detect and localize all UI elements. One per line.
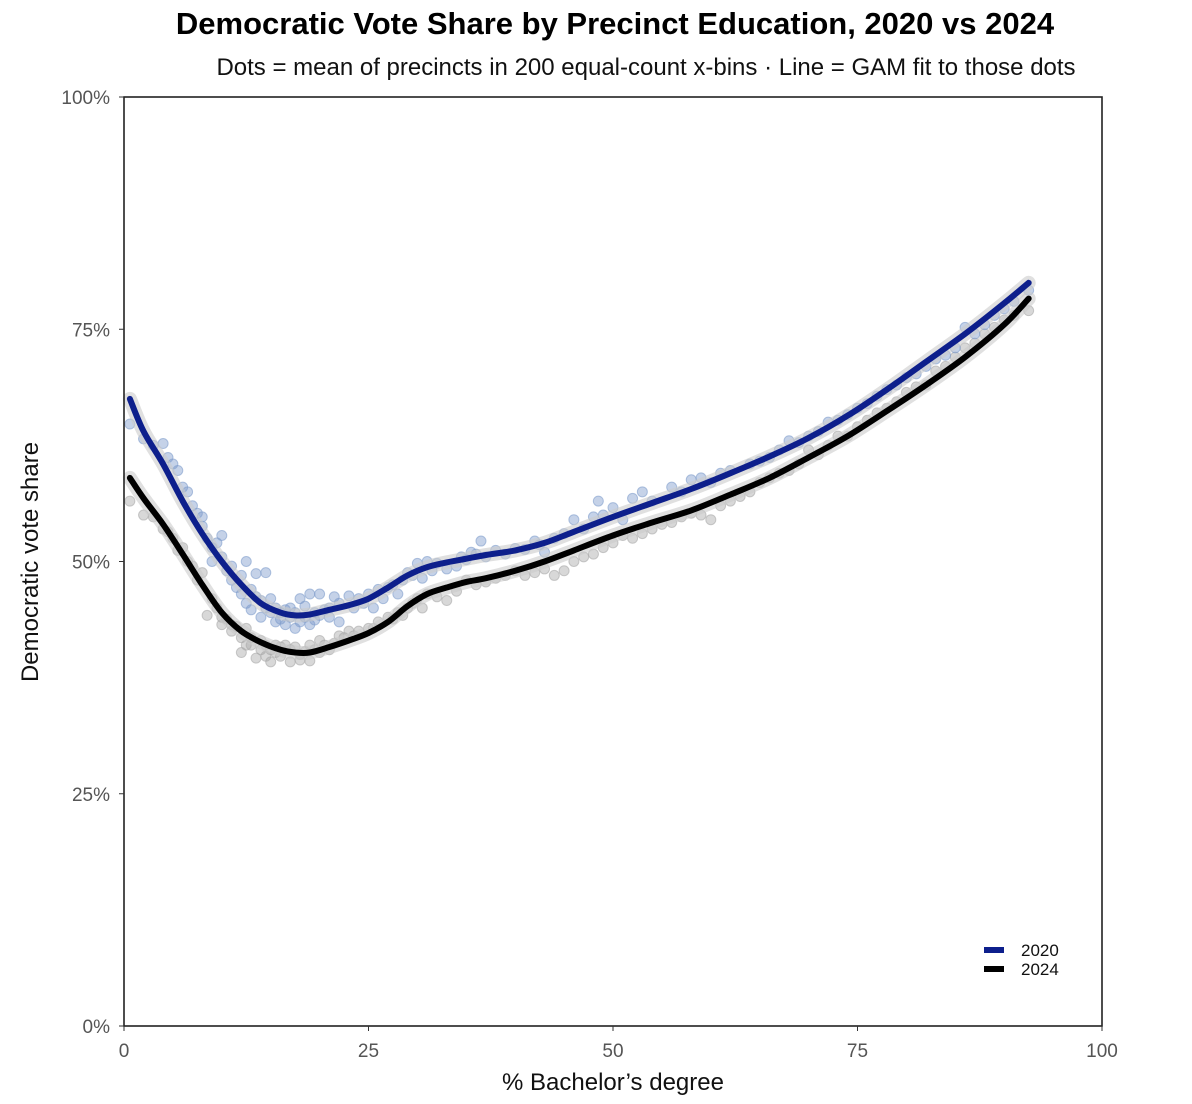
x-axis-title: % Bachelor’s degree xyxy=(502,1069,724,1096)
x-tick-label: 75 xyxy=(847,1041,868,1062)
data-point-2020 xyxy=(240,556,252,567)
legend-label-2024: 2024 xyxy=(1021,960,1059,979)
chart-title: Democratic Vote Share by Precinct Educat… xyxy=(175,6,1055,41)
y-tick-label: 50% xyxy=(72,553,110,574)
fit-line-2020 xyxy=(126,279,1032,619)
data-point-2020 xyxy=(255,611,267,623)
data-point-2020 xyxy=(636,486,648,498)
data-point-2020 xyxy=(304,588,316,600)
data-point-2024 xyxy=(558,565,570,577)
data-point-2024 xyxy=(441,595,453,607)
fit-line-2024 xyxy=(126,295,1032,657)
data-point-2024 xyxy=(265,656,277,668)
data-point-2024 xyxy=(548,569,560,581)
data-point-2020 xyxy=(250,568,262,580)
data-point-2020 xyxy=(592,495,604,507)
y-axis-title: Democratic vote share xyxy=(17,442,44,682)
fit-layer xyxy=(122,275,1036,661)
fit-band-2020 xyxy=(122,275,1036,623)
data-point-2020 xyxy=(245,604,257,616)
y-axis-ticks: 0% 25% 50% 75% 100% xyxy=(61,88,124,1038)
chart-subtitle: Dots = mean of precincts in 200 equal-co… xyxy=(216,54,1076,81)
y-tick-label: 0% xyxy=(83,1017,111,1038)
x-axis-ticks: 0 25 50 75 100 xyxy=(119,1026,1118,1062)
x-tick-label: 50 xyxy=(602,1041,623,1062)
legend-label-2020: 2020 xyxy=(1021,941,1059,960)
y-tick-label: 25% xyxy=(72,785,110,806)
data-point-2024 xyxy=(201,609,213,621)
data-point-2024 xyxy=(705,514,717,526)
x-tick-label: 0 xyxy=(119,1041,130,1062)
data-point-2020 xyxy=(475,535,487,547)
data-point-2020 xyxy=(333,616,345,628)
plot-frame xyxy=(123,96,1103,1027)
data-point-2020 xyxy=(314,588,326,600)
y-tick-label: 100% xyxy=(61,88,110,109)
y-tick-label: 75% xyxy=(72,320,110,341)
x-tick-label: 100 xyxy=(1086,1041,1118,1062)
data-point-2024 xyxy=(124,495,136,507)
data-point-2020 xyxy=(260,567,272,579)
x-tick-label: 25 xyxy=(358,1041,379,1062)
data-point-2020 xyxy=(216,529,228,541)
